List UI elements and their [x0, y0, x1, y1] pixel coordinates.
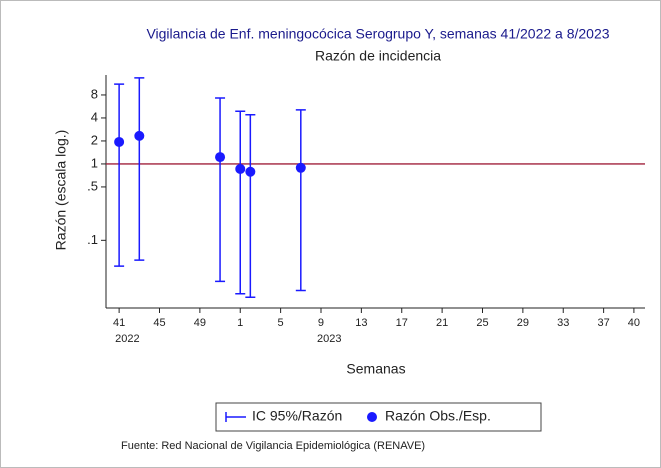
error-bar	[245, 114, 256, 298]
point	[245, 166, 256, 177]
error-bar	[235, 110, 246, 295]
x-tick-label: 21	[436, 317, 448, 329]
x-tick-label: 49	[194, 317, 206, 329]
x-tick-label: 45	[153, 317, 165, 329]
y-tick-label: .1	[87, 232, 98, 247]
error-bar	[114, 83, 125, 267]
point	[134, 130, 145, 141]
x-tick-label: 5	[278, 317, 284, 329]
x-tick-label: 33	[557, 317, 569, 329]
point	[215, 152, 226, 163]
source-note: Fuente: Red Nacional de Vigilancia Epide…	[121, 440, 425, 452]
x-tick-label: 17	[396, 317, 408, 329]
y-tick-label: 8	[91, 86, 98, 101]
point	[295, 162, 306, 173]
chart-title: Vigilancia de Enf. meningocócica Serogru…	[146, 26, 609, 42]
y-tick-label: 2	[91, 132, 98, 147]
x-tick-label: 37	[597, 317, 609, 329]
x-tick-label: 40	[628, 317, 640, 329]
y-tick-label: .5	[87, 178, 98, 193]
point	[235, 163, 246, 174]
legend-symbol	[367, 412, 377, 422]
x-tick-label: 9	[318, 317, 324, 329]
error-bar	[215, 97, 226, 283]
point	[114, 136, 125, 147]
error-bar	[295, 109, 306, 292]
year-label: 2022	[115, 333, 139, 345]
year-label: 2023	[317, 333, 341, 345]
x-tick-label: 25	[476, 317, 488, 329]
x-tick-label: 29	[517, 317, 529, 329]
legend-label: Razón Obs./Esp.	[385, 408, 491, 424]
x-tick-label: 41	[113, 317, 125, 329]
y-axis-label: Razón (escala log.)	[53, 130, 69, 251]
y-tick-label: 1	[91, 155, 98, 170]
legend-symbol	[225, 412, 246, 422]
x-tick-label: 13	[355, 317, 367, 329]
error-bar	[134, 77, 145, 261]
chart-subtitle: Razón de incidencia	[315, 48, 441, 64]
x-tick-label: 1	[237, 317, 243, 329]
legend-label: IC 95%/Razón	[252, 408, 342, 424]
x-axis-label: Semanas	[346, 361, 405, 377]
legend-box	[215, 402, 542, 432]
y-tick-label: 4	[91, 109, 98, 124]
